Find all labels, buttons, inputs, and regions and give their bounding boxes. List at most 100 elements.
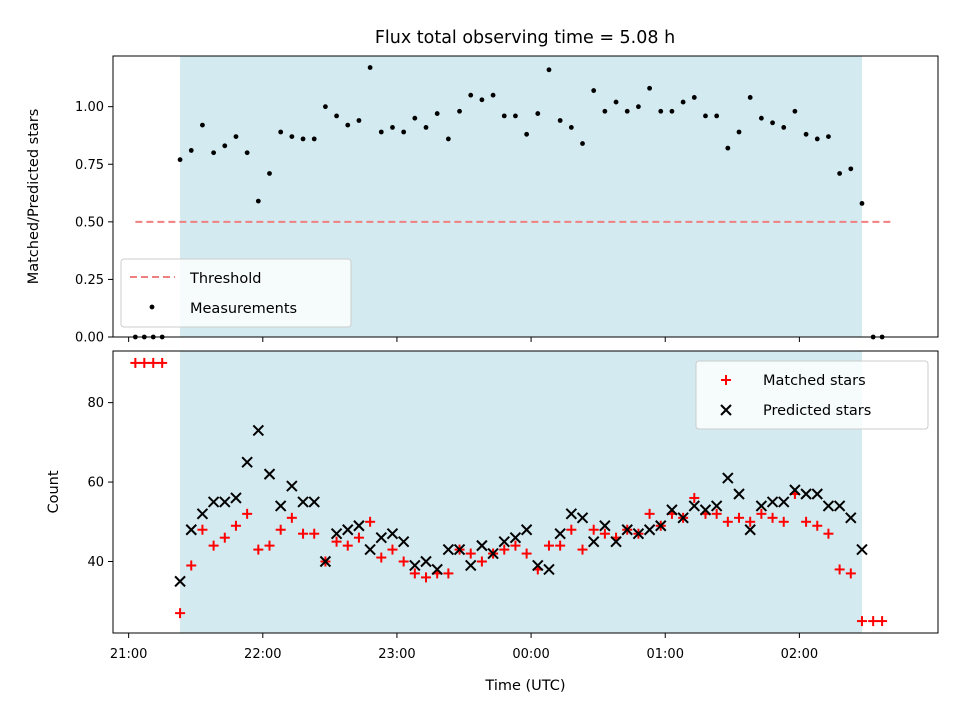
measurement-point: [390, 125, 395, 130]
matched-star-point: [711, 508, 722, 519]
predicted-star-point: [766, 496, 779, 508]
measurement-point: [378, 129, 384, 135]
x-tick-label: 22:00: [244, 647, 281, 662]
matched-star-point: [264, 540, 275, 551]
ratio-panel: Flux total observing time = 5.08 h 0.000…: [26, 28, 939, 346]
y-axis-ticks: 40 60 80: [87, 396, 113, 570]
matched-star-point: [555, 540, 566, 551]
predicted-star-point: [241, 456, 253, 468]
matched-star-point: [856, 616, 867, 627]
matched-star-point: [543, 540, 554, 551]
predicted-star-point: [409, 559, 421, 572]
matched-star-point: [510, 540, 521, 551]
matched-star-point: [197, 524, 208, 535]
y-tick-label: 1.00: [75, 100, 104, 115]
predicted-star-point: [587, 535, 600, 548]
predicted-star-point: [219, 496, 231, 508]
matched-star-point: [521, 548, 532, 559]
measurement-point: [423, 125, 429, 130]
predicted-star-point: [476, 539, 488, 552]
measurement-point: [211, 150, 217, 156]
predicted-star-point: [520, 524, 533, 536]
x-tick-label: 01:00: [647, 647, 684, 662]
matched-star-point: [157, 357, 168, 368]
predicted-star-point: [543, 563, 555, 576]
measurement-point: [859, 201, 865, 206]
matched-star-point: [588, 524, 599, 535]
predicted-star-point: [185, 524, 197, 536]
matched-star-point: [130, 357, 141, 368]
measurement-point: [535, 111, 541, 116]
matched-star-point: [644, 508, 655, 519]
measurement-point: [524, 131, 530, 137]
matched-star-point: [801, 516, 812, 527]
legend: Threshold Measurements: [120, 258, 352, 328]
predicted-star-point: [297, 496, 309, 508]
legend-predicted-swatch: [720, 404, 732, 416]
predicted-star-point: [554, 527, 566, 540]
measurement-point: [356, 118, 362, 123]
predicted-star-point: [498, 535, 510, 548]
predicted-star-point: [643, 524, 656, 536]
predicted-star-point: [274, 500, 287, 512]
measurement-point: [658, 108, 664, 114]
plot-frame: [112, 350, 939, 634]
measurement-point: [814, 136, 820, 142]
measurement-point: [725, 145, 731, 151]
matched-star-point: [823, 528, 834, 539]
measurement-point: [267, 171, 272, 176]
measurement-point: [513, 113, 518, 119]
predicted-star-point: [610, 535, 622, 548]
x-tick-label: 02:00: [781, 647, 818, 662]
y-tick-label: 0.25: [75, 273, 104, 288]
predicted-star-point: [677, 512, 689, 524]
matched-star-point: [845, 568, 856, 579]
measurement-point: [445, 136, 451, 142]
predicted-star-point: [632, 527, 645, 540]
predicted-star-point: [364, 543, 376, 556]
predicted-star-point: [442, 543, 455, 556]
predicted-star-point: [431, 563, 443, 576]
measurement-point: [613, 99, 619, 105]
matched-star-point: [778, 516, 789, 527]
measurement-point: [647, 85, 652, 91]
matched-star-point: [499, 544, 510, 555]
matched-star-point: [253, 544, 264, 555]
matched-star-point: [734, 512, 745, 523]
predicted-star-point: [420, 555, 432, 568]
measurement-point: [334, 113, 339, 119]
legend: Matched stars Predicted stars: [695, 360, 929, 430]
matched-star-point: [409, 568, 420, 579]
matched-star-point: [353, 532, 364, 543]
x-tick-label: 21:00: [110, 647, 147, 662]
measurement-point: [803, 131, 809, 137]
predicted-star-point: [532, 559, 544, 572]
measurement-point: [669, 108, 675, 114]
measurement-point: [568, 125, 574, 130]
y-axis-label: Matched/Predicted stars: [26, 109, 42, 285]
measurement-point: [602, 108, 608, 114]
matched-star-point: [387, 544, 398, 555]
predicted-star-point: [599, 520, 611, 532]
matched-star-point: [208, 540, 219, 551]
measurement-point: [278, 129, 284, 135]
matched-star-point: [465, 548, 476, 559]
predicted-star-point: [744, 524, 756, 536]
predicted-star-point: [800, 488, 812, 500]
predicted-star-point: [621, 524, 633, 536]
matched-star-point: [756, 508, 767, 519]
matched-star-point: [689, 492, 700, 503]
measurement-point: [311, 136, 317, 142]
measurement-point: [289, 134, 295, 140]
plot-frame: [112, 55, 939, 338]
predicted-star-point: [811, 488, 823, 500]
measurement-point: [300, 136, 306, 142]
legend-marker: [721, 375, 731, 385]
predicted-star-point: [710, 500, 723, 512]
predicted-star-point: [308, 496, 320, 508]
predicted-star-point: [453, 543, 466, 556]
measurement-point: [792, 108, 798, 114]
measurement-point: [691, 95, 697, 100]
y-tick-label: 0.75: [75, 158, 104, 173]
